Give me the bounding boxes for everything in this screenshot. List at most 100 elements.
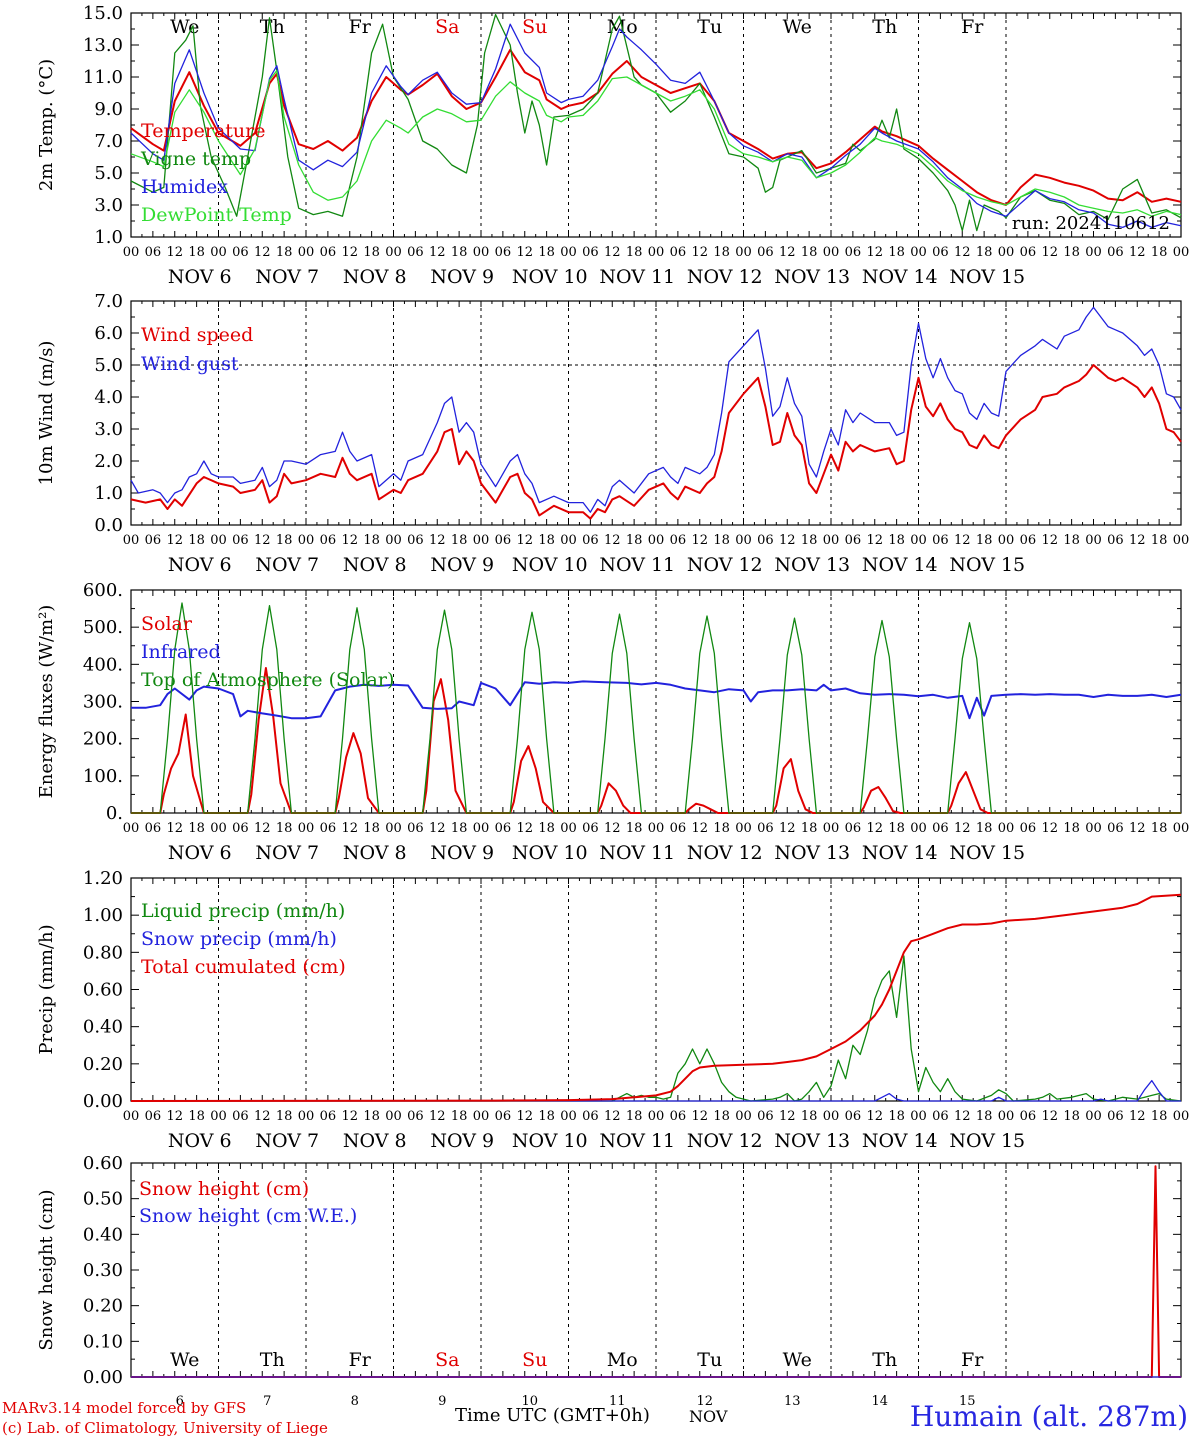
day-of-week-label: Sa — [435, 16, 459, 38]
series-line-infrared — [131, 680, 1182, 720]
y-tick-label: 200. — [83, 729, 123, 750]
date-label: NOV 6 — [168, 1130, 232, 1152]
hour-tick-label: 06 — [495, 245, 512, 260]
y-tick-label: 0.20 — [83, 1054, 123, 1075]
day-of-week-label: Mo — [607, 1349, 638, 1371]
hour-tick-label: 18 — [451, 821, 468, 836]
hour-tick-label: 06 — [320, 245, 337, 260]
hour-tick-label: 12 — [604, 533, 621, 548]
hour-tick-label: 12 — [1129, 821, 1146, 836]
hour-tick-label: 12 — [954, 821, 971, 836]
hour-tick-label: 06 — [757, 245, 774, 260]
hour-tick-label: 00 — [1085, 821, 1102, 836]
lab-credit: (c) Lab. of Climatology, University of L… — [2, 1419, 328, 1437]
hour-tick-label: 18 — [801, 245, 818, 260]
hour-tick-label: 00 — [910, 1109, 927, 1124]
day-of-week-label: Th — [260, 16, 285, 38]
hour-tick-label: 18 — [1063, 533, 1080, 548]
date-label: NOV 12 — [687, 842, 763, 864]
y-tick-label: 0.00 — [83, 1367, 123, 1388]
day-of-week-label: Tu — [697, 16, 722, 38]
hour-tick-label: 18 — [1151, 1109, 1168, 1124]
hour-tick-label: 00 — [385, 533, 402, 548]
hour-tick-label: 00 — [473, 821, 490, 836]
hour-tick-label: 00 — [385, 821, 402, 836]
y-tick-label: 1.0 — [94, 483, 123, 504]
hour-tick-label: 12 — [166, 1109, 183, 1124]
hour-tick-label: 06 — [582, 533, 599, 548]
series-line-humidex — [130, 23, 1182, 229]
date-label: NOV 15 — [949, 842, 1025, 864]
y-tick-label: 13.0 — [83, 35, 123, 56]
y-tick-label: 1.20 — [83, 868, 123, 889]
hour-tick-label: 06 — [932, 533, 949, 548]
day-of-week-label: Sa — [435, 1349, 459, 1371]
hour-tick-label: 06 — [1020, 1109, 1037, 1124]
hour-tick-label: 18 — [363, 533, 380, 548]
date-label: NOV 8 — [343, 842, 407, 864]
legend-entry: Top of Atmosphere (Solar) — [141, 669, 394, 691]
hour-tick-label: 18 — [626, 1109, 643, 1124]
y-tick-label: 15.0 — [83, 3, 123, 24]
date-label: NOV 10 — [512, 842, 588, 864]
hour-tick-label: 06 — [495, 1109, 512, 1124]
hour-tick-label: 12 — [516, 533, 533, 548]
date-label: NOV 13 — [774, 1130, 850, 1152]
date-label: NOV 13 — [774, 842, 850, 864]
hour-tick-label: 00 — [1085, 245, 1102, 260]
y-axis-label: Snow height (cm) — [36, 1189, 57, 1350]
hour-tick-label: 18 — [451, 533, 468, 548]
day-of-week-label: Fr — [349, 1349, 372, 1371]
hour-tick-label: 18 — [363, 821, 380, 836]
hour-tick-label: 18 — [276, 245, 293, 260]
hour-tick-label: 00 — [648, 533, 665, 548]
hour-tick-label: 06 — [320, 1109, 337, 1124]
hour-tick-label: 00 — [998, 533, 1015, 548]
date-label: 13 — [784, 1394, 801, 1409]
y-tick-label: 0.40 — [83, 1017, 123, 1038]
hour-tick-label: 06 — [1020, 533, 1037, 548]
y-tick-label: 7.0 — [94, 291, 123, 312]
series-line-wind-gust — [130, 306, 1182, 513]
y-axis-label: Energy fluxes (W/m²) — [36, 605, 57, 799]
hour-tick-label: 12 — [1041, 245, 1058, 260]
hour-tick-label: 18 — [1063, 1109, 1080, 1124]
hour-tick-label: 06 — [582, 821, 599, 836]
date-label: NOV 15 — [949, 266, 1025, 288]
y-tick-label: 1.00 — [83, 905, 123, 926]
legend-entry: Liquid precip (mm/h) — [141, 900, 345, 922]
hour-tick-label: 12 — [866, 821, 883, 836]
hour-tick-label: 06 — [232, 245, 249, 260]
y-tick-label: 3.0 — [94, 419, 123, 440]
date-label: NOV 12 — [687, 266, 763, 288]
run-annotation: run: 2024110612 — [1012, 213, 1170, 234]
hour-tick-label: 18 — [363, 245, 380, 260]
day-of-week-label: Fr — [349, 16, 372, 38]
hour-tick-label: 06 — [1107, 245, 1124, 260]
month-axis-label: NOV — [689, 1407, 728, 1426]
y-tick-label: 7.0 — [94, 131, 123, 152]
hour-tick-label: 00 — [123, 1109, 140, 1124]
hour-tick-label: 18 — [976, 245, 993, 260]
legend-entry: Wind speed — [141, 324, 253, 346]
panel-wind: 0.0 1.0 2.0 3.0 4.0 5.0 6.0 7.0 10m Wind (m/s) 00… — [36, 291, 1189, 576]
date-label: NOV 14 — [862, 554, 938, 576]
hour-tick-label: 06 — [495, 821, 512, 836]
hour-tick-label: 00 — [210, 533, 227, 548]
hour-tick-label: 00 — [210, 1109, 227, 1124]
hour-tick-label: 06 — [757, 821, 774, 836]
hour-tick-label: 00 — [473, 245, 490, 260]
hour-tick-label: 18 — [713, 1109, 730, 1124]
date-label: NOV 7 — [255, 1130, 319, 1152]
y-axis-label: Precip (mm/h) — [36, 924, 57, 1054]
series-line-solar — [131, 667, 1181, 814]
legend-entry: Humidex — [141, 176, 228, 198]
hour-tick-label: 12 — [1129, 245, 1146, 260]
hour-tick-label: 12 — [341, 245, 358, 260]
hour-tick-label: 06 — [1107, 821, 1124, 836]
hour-tick-label: 18 — [801, 1109, 818, 1124]
day-of-week-label: Su — [522, 1349, 547, 1371]
hour-tick-label: 12 — [516, 245, 533, 260]
hour-tick-label: 12 — [779, 1109, 796, 1124]
day-of-week-label: Th — [872, 1349, 897, 1371]
